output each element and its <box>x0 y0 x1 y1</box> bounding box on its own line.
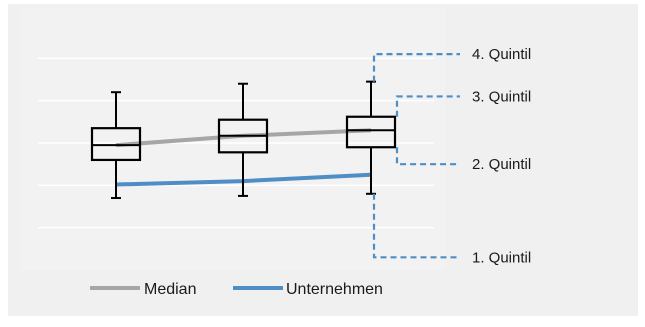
legend-median: Median <box>90 281 196 298</box>
quintil-annotation-2: 2. Quintil <box>395 147 531 173</box>
quintil-label: 4. Quintil <box>472 46 531 63</box>
box-plot-2 <box>217 82 269 197</box>
quintil-label: 3. Quintil <box>472 88 531 105</box>
quintil-annotation-4: 4. Quintil <box>372 46 531 82</box>
gridlines <box>38 57 434 229</box>
box-plot-3 <box>345 80 397 195</box>
quintil-label: 2. Quintil <box>472 156 531 173</box>
interquartile-box <box>90 127 142 162</box>
quintil-bracket <box>395 95 460 117</box>
quintil-label: 1. Quintil <box>472 249 531 266</box>
quintil-bracket <box>372 193 460 259</box>
quintil-bracket <box>372 52 460 82</box>
legend-unternehmen: Unternehmen <box>233 281 383 298</box>
quintil-annotation-3: 3. Quintil <box>395 88 531 117</box>
quintil-annotation-1: 1. Quintil <box>372 193 531 266</box>
quintil-bracket <box>395 147 460 166</box>
legend-label: Median <box>144 281 196 298</box>
legend-label: Unternehmen <box>286 281 383 298</box>
legend: Median Unternehmen <box>90 281 383 298</box>
plot-area <box>20 8 445 270</box>
box-plot-1 <box>90 91 142 200</box>
interquartile-box <box>345 115 397 149</box>
